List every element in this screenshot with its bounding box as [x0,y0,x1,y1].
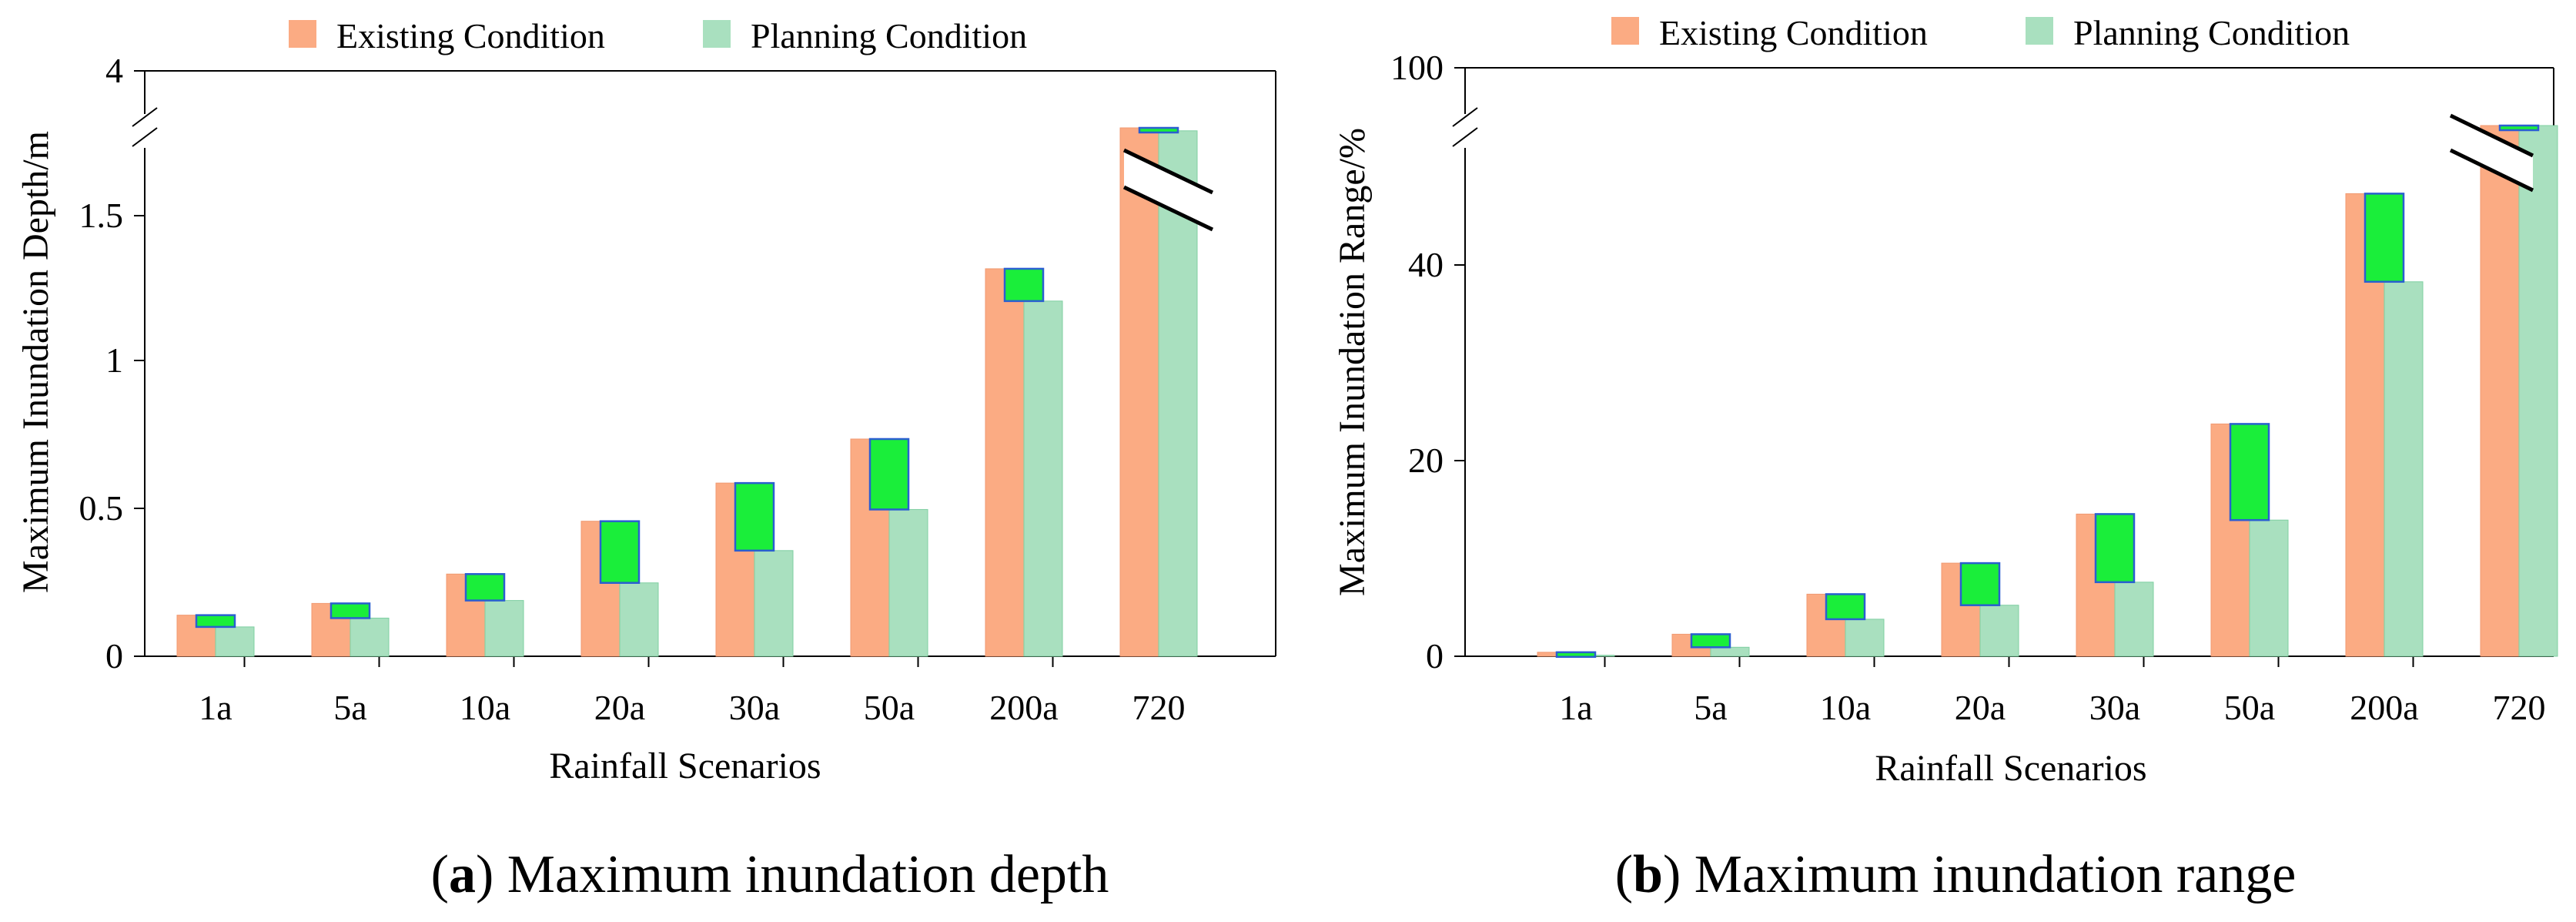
y-axis-label: Maximum Inundation Depth/m [15,131,56,593]
y-tick-label: 4 [105,51,123,90]
bar-break-line [2449,113,2534,158]
legend: Existing Condition Planning Condition [1611,13,2350,52]
bar-break-gap [1124,150,1213,230]
bar-planning [1845,619,1885,657]
y-tick-label: 0 [1426,636,1444,676]
bar-break-line [2449,148,2534,193]
bar-planning [619,582,659,657]
reduction-box [868,438,910,511]
y-tick-label: 1.5 [79,196,124,235]
y-tick-label: 20 [1408,441,1444,480]
legend-swatch-existing [289,20,316,48]
reduction-box [2094,513,2136,584]
reduction-box [464,573,506,602]
legend-label-planning: Planning Condition [751,16,1027,55]
reduction-box [2498,124,2540,132]
legend-swatch-planning [703,20,731,48]
legend-swatch-planning [2026,17,2053,45]
reduction-box [1825,593,1866,621]
bar-planning [888,508,928,657]
chart-panel-a: Existing Condition Planning Condition 00… [15,16,1276,904]
plot-area: 0 20 40 100 1a 5a 10a 20a 30a 50a 200a 720 [1390,48,2558,727]
x-axis-label: Rainfall Scenarios [549,746,821,786]
y-tick-label: 40 [1408,245,1444,284]
bar-planning [2384,281,2424,657]
bar-existing [2480,125,2520,657]
reduction-box [599,520,641,584]
x-tick-label: 200a [2350,688,2418,727]
reduction-box [1959,562,2001,606]
x-tick-label: 30a [729,688,780,727]
caption-letter: a [449,845,476,904]
bar-planning [1979,605,2019,657]
caption-paren-open: ( [1615,845,1633,904]
bar-planning [350,617,390,657]
x-axis-label: Rainfall Scenarios [1875,748,2146,789]
bar-planning [484,600,524,657]
reduction-box [734,481,775,552]
axis-break-mark [132,107,158,127]
x-tick-label: 5a [333,688,366,727]
caption: (b) Maximum inundation range [1615,845,2297,904]
bar-planning [1710,646,1750,657]
x-tick-label: 5a [1694,688,1727,727]
x-tick-label: 1a [1559,688,1592,727]
bar-existing [985,268,1025,657]
x-tick-label: 50a [864,688,915,727]
x-tick-label: 720 [2493,688,2546,727]
x-tick-label: 50a [2224,688,2275,727]
legend-label-existing: Existing Condition [1659,13,1928,52]
reduction-box [1138,126,1179,134]
bar-planning [1023,300,1063,657]
reduction-box [2229,423,2270,521]
legend-label-existing: Existing Condition [336,16,605,55]
reduction-box [195,614,236,629]
x-tick-label: 10a [1820,688,1871,727]
x-tick-label: 20a [594,688,645,727]
legend-swatch-existing [1611,17,1639,45]
bar-break-gap [2451,116,2533,190]
caption-text: Maximum inundation range [1694,845,2297,904]
bar-planning [215,626,255,657]
legend-label-planning: Planning Condition [2073,13,2350,52]
y-tick-label: 1 [105,340,123,380]
x-tick-label: 20a [1955,688,2006,727]
x-tick-label: 1a [199,688,232,727]
y-tick-label: 0 [105,636,123,676]
reduction-box [1555,651,1597,659]
y-axis-label: Maximum Inundation Range/% [1332,128,1373,596]
legend: Existing Condition Planning Condition [289,16,1027,55]
x-tick-label: 10a [460,688,510,727]
caption-text: Maximum inundation depth [507,845,1109,904]
axis-break-mark [1452,107,1478,127]
reduction-box [1003,267,1045,303]
chart-panel-b: Existing Condition Planning Condition 0 2… [1332,13,2558,904]
caption-paren-open: ( [431,845,449,904]
x-tick-label: 30a [2089,688,2140,727]
bar-break-line [1122,185,1214,232]
plot-area: 0 0.5 1 1.5 4 1a 5a 10a 20a 30a 50a 200a 720 [79,51,1276,727]
x-tick-label: 720 [1132,688,1186,727]
y-tick-label: 100 [1390,48,1444,87]
axis-break-mark [1452,127,1478,147]
reduction-box [330,602,371,619]
bar-planning [754,550,794,657]
bar-planning [2114,582,2154,657]
bar-existing [1119,127,1159,657]
x-tick-label: 200a [989,688,1058,727]
caption-paren-close: ) [476,845,507,904]
caption: (a) Maximum inundation depth [431,845,1109,904]
reduction-box [2364,193,2405,283]
caption-letter: b [1633,845,1663,904]
axis-break-mark [132,127,158,147]
bar-planning [2249,519,2289,657]
bar-break-line [1122,148,1214,195]
caption-paren-close: ) [1663,845,1694,904]
bar-planning [2518,125,2558,657]
svg-text:(b) Maximum inundation range: (b) Maximum inundation range [1615,845,2297,904]
reduction-box [1690,633,1731,649]
svg-text:(a) Maximum inundation depth: (a) Maximum inundation depth [431,845,1109,904]
y-tick-label: 0.5 [79,488,124,528]
